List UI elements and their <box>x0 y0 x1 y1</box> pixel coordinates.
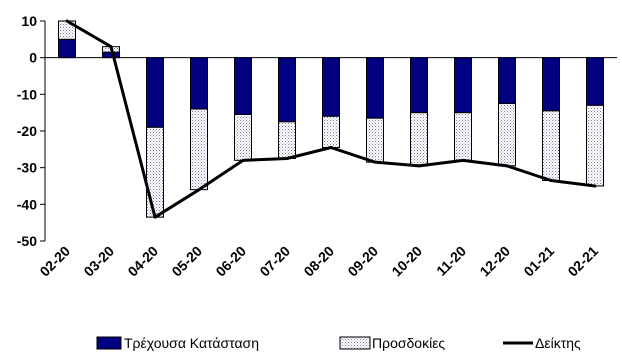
bar-current <box>454 57 472 114</box>
bar-expectations <box>322 115 340 149</box>
bar-current <box>234 57 252 115</box>
x-tick-label: 06-20 <box>212 243 249 280</box>
line-index-point <box>417 164 421 168</box>
line-index-point <box>153 215 157 219</box>
x-tick-label: 02-21 <box>564 243 601 280</box>
bar-current <box>366 57 384 119</box>
x-tick-label: 03-20 <box>80 243 117 280</box>
line-index-point <box>549 179 553 182</box>
line-index-point <box>65 19 69 23</box>
bar-current <box>542 57 560 112</box>
line-index-point <box>505 164 509 168</box>
y-tick-label: 0 <box>29 50 37 66</box>
legend-label-index: Δείκτης <box>535 335 581 351</box>
bar-current <box>498 57 516 104</box>
bar-expectations <box>234 114 252 161</box>
x-tick-label: 05-20 <box>168 243 205 280</box>
bar-current <box>146 57 164 128</box>
x-tick-label: 11-20 <box>433 243 469 279</box>
x-tick-label: 01-21 <box>520 243 557 280</box>
y-tick-label: -30 <box>17 160 37 176</box>
legend-swatch-expectations <box>339 336 371 350</box>
y-tick-label: -20 <box>17 123 37 139</box>
bar-expectations <box>498 103 516 167</box>
bar-expectations <box>278 121 296 160</box>
y-tick-label: -10 <box>17 86 37 102</box>
bar-current <box>410 57 428 114</box>
y-tick-label: -50 <box>17 233 37 249</box>
bar-current <box>586 57 604 106</box>
legend-swatch-current <box>96 336 122 350</box>
line-index-point <box>197 188 201 192</box>
legend-label-expectations: Προσδοκίες <box>372 335 445 351</box>
bar-current <box>278 57 296 123</box>
legend-label-current: Τρέχουσα Κατάσταση <box>124 335 259 351</box>
bar-expectations <box>586 104 604 187</box>
x-tick-label: 04-20 <box>124 243 161 280</box>
x-tick-label: 10-20 <box>388 243 425 280</box>
x-tick-label: 09-20 <box>344 243 381 280</box>
x-tick-label: 07-20 <box>256 243 293 280</box>
x-tick-label: 02-20 <box>36 243 73 280</box>
line-index-point <box>329 146 333 149</box>
line-index-point <box>593 184 597 188</box>
bar-expectations <box>366 117 384 163</box>
line-index-point <box>285 157 289 160</box>
y-tick-label: -40 <box>17 196 37 212</box>
bar-expectations <box>542 110 560 181</box>
bar-expectations <box>190 108 208 191</box>
line-index-point <box>109 45 113 49</box>
y-tick-label: 10 <box>21 13 37 29</box>
bar-expectations <box>146 126 164 218</box>
x-tick-label: 12-20 <box>476 243 513 280</box>
bar-current <box>58 38 76 59</box>
bar-expectations <box>410 112 428 167</box>
bar-expectations <box>454 112 472 161</box>
bar-current <box>190 57 208 110</box>
line-index-point <box>461 158 465 162</box>
x-tick-label: 08-20 <box>300 243 337 280</box>
bar-current <box>322 57 340 117</box>
line-index-point <box>241 158 245 162</box>
bar-current <box>102 51 120 59</box>
legend: Τρέχουσα Κατάσταση Προσδοκίες Δείκτης <box>96 335 581 351</box>
line-index-point <box>373 160 377 164</box>
